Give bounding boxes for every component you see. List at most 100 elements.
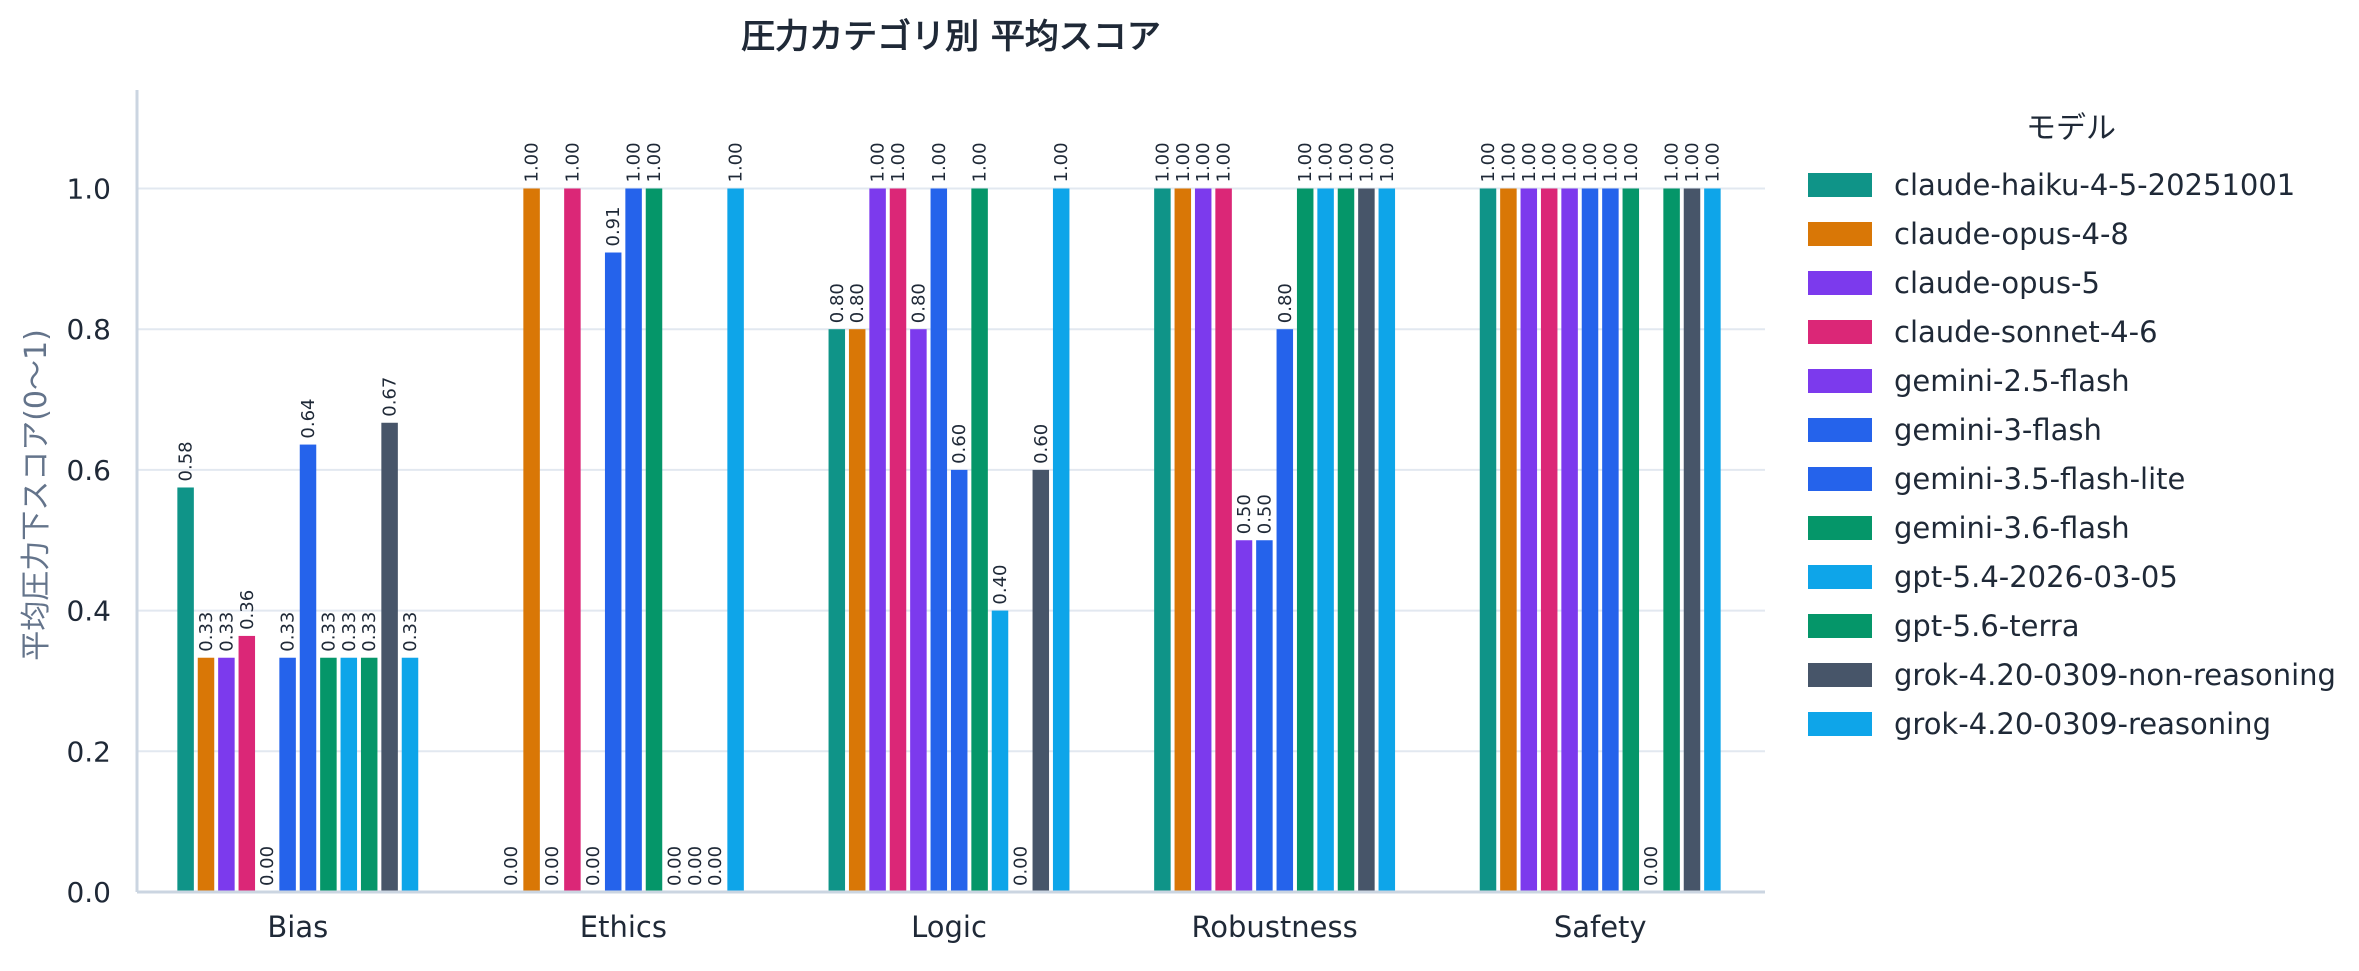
legend-item: claude-haiku-4-5-20251001 [1808, 160, 2348, 209]
y-tick-label: 1.0 [66, 172, 111, 205]
bar [1520, 188, 1538, 893]
legend-item: gpt-5.6-terra [1808, 601, 2348, 650]
data-label: 1.00 [726, 142, 747, 182]
data-label: 0.33 [339, 612, 360, 652]
y-tick-label: 0.6 [66, 454, 111, 487]
legend-swatch [1808, 613, 1872, 638]
bar [218, 657, 235, 892]
legend-label: claude-haiku-4-5-20251001 [1894, 167, 2296, 202]
legend-label: gpt-5.6-terra [1894, 608, 2080, 643]
x-tick-labels: Bias Ethics Logic Robustness Safety [267, 910, 1646, 944]
data-label: 1.00 [868, 142, 889, 182]
bar [1663, 188, 1680, 893]
data-label: 0.40 [990, 565, 1011, 605]
y-tick-label: 0.2 [66, 735, 111, 768]
bar [950, 469, 968, 892]
bar [1154, 188, 1171, 893]
legend-item: claude-opus-5 [1808, 258, 2348, 307]
data-label: 1.00 [1295, 142, 1316, 182]
bar [381, 422, 398, 892]
data-label: 1.00 [1377, 142, 1398, 182]
x-tick-label: Robustness [1191, 910, 1357, 944]
bar [1256, 540, 1273, 892]
bar [1561, 188, 1578, 893]
x-tick-label: Logic [911, 910, 987, 944]
bar [320, 657, 337, 892]
legend-item: gemini-3-flash [1808, 405, 2348, 454]
bar [828, 329, 846, 892]
data-label: 0.33 [359, 612, 380, 652]
data-label: 0.33 [216, 612, 237, 652]
legend-label: gemini-3-flash [1894, 412, 2102, 447]
bar [1235, 540, 1253, 892]
data-label: 1.00 [1316, 142, 1337, 182]
data-label: 1.00 [1193, 142, 1214, 182]
legend-label: gpt-5.4-2026-03-05 [1894, 559, 2178, 594]
bar [1052, 188, 1070, 893]
legend-item: claude-sonnet-4-6 [1808, 307, 2348, 356]
bar [1358, 188, 1375, 893]
data-label: 0.50 [1254, 494, 1275, 534]
data-label: 0.80 [908, 283, 929, 323]
legend-swatch [1808, 319, 1872, 344]
data-label: 1.00 [970, 142, 991, 182]
data-label: 0.00 [501, 846, 522, 886]
data-label: 0.33 [278, 612, 299, 652]
bar [299, 444, 317, 892]
data-label: 0.00 [257, 846, 278, 886]
legend-label: grok-4.20-0309-reasoning [1894, 706, 2271, 741]
data-label: 0.64 [298, 398, 319, 438]
legend: モデル claude-haiku-4-5-20251001 claude-opus… [1808, 110, 2348, 748]
data-label: 0.33 [318, 612, 339, 652]
legend-swatch [1808, 711, 1872, 736]
legend-swatch [1808, 662, 1872, 687]
data-label: 0.60 [949, 424, 970, 464]
data-label: 1.00 [1600, 142, 1621, 182]
bar [523, 188, 540, 893]
bar [1479, 188, 1497, 893]
data-label: 1.00 [1560, 142, 1581, 182]
data-label: 0.80 [847, 283, 868, 323]
data-label: 1.00 [562, 142, 583, 182]
data-label: 0.91 [603, 206, 624, 246]
legend-swatch [1808, 515, 1872, 540]
bar [360, 657, 378, 892]
y-axis-label: 平均圧力下スコア(0〜1) [19, 329, 54, 661]
data-label: 0.67 [380, 377, 401, 417]
bar [1276, 329, 1294, 892]
y-tick-labels: 0.0 0.2 0.4 0.6 0.8 1.0 [66, 172, 111, 909]
bar [1194, 188, 1212, 893]
legend-label: claude-opus-4-8 [1894, 216, 2129, 251]
bar [889, 188, 907, 893]
x-tick-label: Bias [267, 910, 328, 944]
data-label: 1.00 [522, 142, 543, 182]
data-label: 0.00 [664, 846, 685, 886]
data-label: 0.36 [237, 590, 258, 630]
bar [1317, 188, 1334, 893]
bar [197, 657, 215, 892]
data-label: 1.00 [1682, 142, 1703, 182]
bar [910, 329, 927, 892]
bar [625, 188, 642, 893]
data-label: 0.33 [196, 612, 217, 652]
legend-label: gemini-3.5-flash-lite [1894, 461, 2186, 496]
data-labels: 0.580.33 0.330.360.000.330.640.33 0.33 0.33… [176, 142, 1724, 886]
legend-label: claude-opus-5 [1894, 265, 2100, 300]
legend-item: grok-4.20-0309-non-reasoning [1808, 650, 2348, 699]
x-tick-label: Ethics [580, 910, 667, 944]
x-tick-label: Safety [1554, 910, 1647, 944]
bar [727, 188, 744, 893]
data-label: 0.33 [400, 612, 421, 652]
data-label: 0.00 [685, 846, 706, 886]
legend-item: gpt-5.4-2026-03-05 [1808, 552, 2348, 601]
legend-label: gemini-2.5-flash [1894, 363, 2130, 398]
legend-label: claude-sonnet-4-6 [1894, 314, 2158, 349]
legend-item: gemini-3.5-flash-lite [1808, 454, 2348, 503]
data-label: 1.00 [1051, 142, 1072, 182]
data-label: 1.00 [1152, 142, 1173, 182]
data-label: 0.00 [583, 846, 604, 886]
bar [564, 188, 581, 893]
legend-swatch [1808, 172, 1872, 197]
data-label: 1.00 [644, 142, 665, 182]
